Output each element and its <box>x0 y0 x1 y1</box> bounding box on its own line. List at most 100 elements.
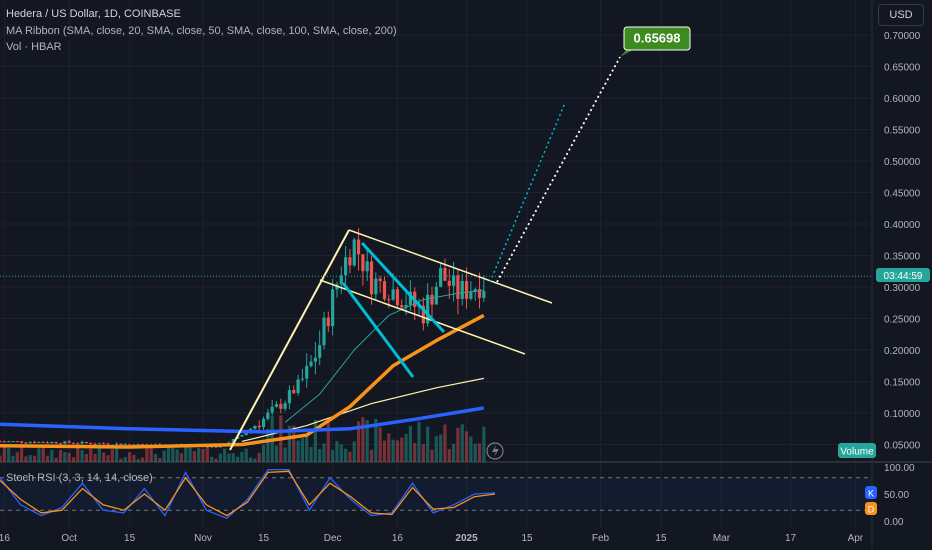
candle-body <box>11 441 15 443</box>
volume-bar <box>192 451 196 462</box>
volume-bar <box>175 449 179 462</box>
volume-bar <box>352 441 356 462</box>
candle-body <box>296 379 300 394</box>
price-tick-label: 0.55000 <box>884 126 921 137</box>
volume-bar <box>257 452 261 462</box>
symbol-title[interactable]: Hedera / US Dollar, 1D, COINBASE <box>6 8 181 20</box>
candle-body <box>365 261 369 272</box>
volume-bar <box>140 457 145 462</box>
candle-body <box>45 442 50 444</box>
volume-bar <box>179 453 184 462</box>
price-tick-label: 0.40000 <box>884 220 921 231</box>
candle-body <box>382 281 387 300</box>
time-tick-label: 15 <box>655 533 667 544</box>
volume-bar <box>188 447 192 462</box>
ma-line <box>0 406 485 434</box>
volume-bar <box>335 441 339 462</box>
candle-body <box>352 239 356 266</box>
volume-bar <box>356 421 361 462</box>
volume-bar <box>37 448 41 462</box>
time-tick-label: 2025 <box>455 533 478 544</box>
volume-bar <box>50 449 54 462</box>
stoch-rsi-legend[interactable]: Stoch RSI (3, 3, 14, 14, close) <box>6 472 153 484</box>
candle-body <box>67 441 71 443</box>
volume-bar <box>158 458 162 462</box>
price-tick-label: 0.05000 <box>884 441 921 452</box>
candle-body <box>391 289 395 300</box>
price-candles <box>0 228 486 449</box>
stoch-k-tag: K <box>868 489 874 499</box>
price-tick-label: 0.35000 <box>884 252 921 263</box>
candle-body <box>477 289 482 298</box>
volume-bar <box>84 453 88 462</box>
candle-body <box>28 442 32 444</box>
volume-bar <box>253 458 257 462</box>
volume-bar <box>417 421 421 462</box>
target-price-label-bg <box>624 27 690 50</box>
price-axis[interactable]: 0.70000 0.65000 0.60000 0.55000 0.50000 0.450… <box>884 31 921 452</box>
volume-bar <box>369 449 374 462</box>
volume-bar <box>395 440 400 462</box>
candle-body <box>283 403 287 409</box>
volume-bar <box>318 448 322 462</box>
volume-bar <box>408 426 412 462</box>
currency-button[interactable]: USD <box>878 4 924 26</box>
candle-body <box>378 278 382 282</box>
volume-bar <box>266 428 270 462</box>
volume-tag: Volume <box>840 447 874 458</box>
candle-body <box>58 443 63 445</box>
price-tags: 0.65698 03:44:59 Volume KD <box>620 26 930 515</box>
time-tick-label: 15 <box>124 533 136 544</box>
volume-bar <box>7 448 11 462</box>
volume-bar <box>93 453 97 462</box>
volume-bar <box>24 456 28 462</box>
candle-body <box>292 390 296 394</box>
candle-body <box>261 418 266 428</box>
stoch-line <box>0 470 496 517</box>
candle-body <box>473 289 477 293</box>
candle-body <box>253 425 257 429</box>
volume-bar <box>274 445 279 462</box>
candle-body <box>400 305 404 308</box>
volume-bar <box>287 425 292 462</box>
candle-body <box>37 441 41 443</box>
time-axis[interactable]: 16 Oct 15 Nov 15 Dec 16 2025 15 Feb 15 Mar 17 Apr <box>0 533 864 544</box>
candle-body <box>63 441 67 444</box>
volume-bar <box>413 443 417 462</box>
volume-bar <box>378 427 382 462</box>
volume-bar <box>218 453 222 462</box>
flag-line <box>341 282 415 378</box>
candle-body <box>20 441 24 443</box>
time-tick-label: 16 <box>392 533 404 544</box>
candle-body <box>443 268 447 281</box>
volume-bar <box>322 443 326 462</box>
volume-bar <box>374 418 378 462</box>
drawing-tools <box>0 56 872 460</box>
volume-bar <box>149 445 153 462</box>
volume-bar <box>106 455 110 462</box>
volume-bar <box>430 449 434 462</box>
volume-bar <box>309 447 313 462</box>
volume-bar <box>32 455 37 462</box>
ma-ribbon-legend[interactable]: MA Ribbon (SMA, close, 20, SMA, close, 5… <box>6 25 397 37</box>
volume-bar <box>71 457 76 462</box>
volume-bar <box>443 424 447 462</box>
candle-body <box>244 432 248 436</box>
time-tick-label: Nov <box>194 533 212 544</box>
candle-body <box>369 261 374 295</box>
candle-body <box>322 317 326 346</box>
volume-bar <box>197 448 201 462</box>
volume-bar <box>283 447 287 462</box>
volume-bar <box>58 449 63 462</box>
candle-body <box>132 444 136 446</box>
volume-bar <box>400 437 404 462</box>
volume-bar <box>240 451 244 462</box>
candle-body <box>84 441 88 444</box>
volume-legend[interactable]: Vol · HBAR <box>6 41 62 53</box>
volume-bar <box>452 443 456 462</box>
candle-body <box>287 390 292 404</box>
candle-body <box>430 294 434 305</box>
volume-bar <box>28 455 32 462</box>
